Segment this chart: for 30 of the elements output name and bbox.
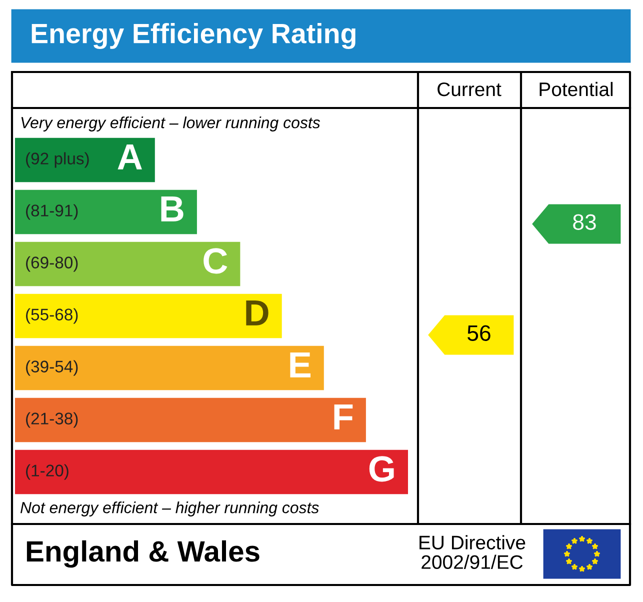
text: Not energy efficient – higher running costs [20, 502, 319, 516]
chart-title: Energy Efficiency Rating [32, 22, 356, 50]
bar [15, 450, 408, 494]
y-tick-label: G [369, 456, 394, 482]
annotation: (69-80) [26, 256, 78, 272]
bar [15, 138, 155, 182]
text: 83 [573, 214, 596, 230]
bar [15, 398, 366, 442]
y-tick-label: D [246, 300, 268, 326]
bar [15, 242, 240, 286]
y-tick-label: B [161, 196, 184, 222]
text: Current [438, 82, 502, 96]
y-tick-label: E [290, 352, 310, 378]
annotation: (81-91) [26, 204, 78, 220]
y-tick-label: A [118, 144, 142, 170]
text: England & Wales [26, 540, 260, 568]
text: Potential [540, 82, 613, 96]
text: EU Directive 2002/91/EC [420, 535, 526, 569]
y-tick-label: C [204, 248, 228, 274]
bar [15, 346, 324, 390]
y-tick-label: F [334, 404, 353, 430]
annotation: (21-38) [26, 412, 78, 428]
annotation: (1-20) [26, 464, 68, 480]
text: 56 [468, 325, 490, 341]
annotation: (39-54) [26, 360, 78, 376]
annotation: (55-68) [26, 308, 78, 324]
bar [15, 294, 282, 338]
annotation: (92 plus) [26, 152, 89, 168]
bar [15, 190, 197, 234]
text: Very energy efficient – lower running costs [21, 116, 320, 132]
